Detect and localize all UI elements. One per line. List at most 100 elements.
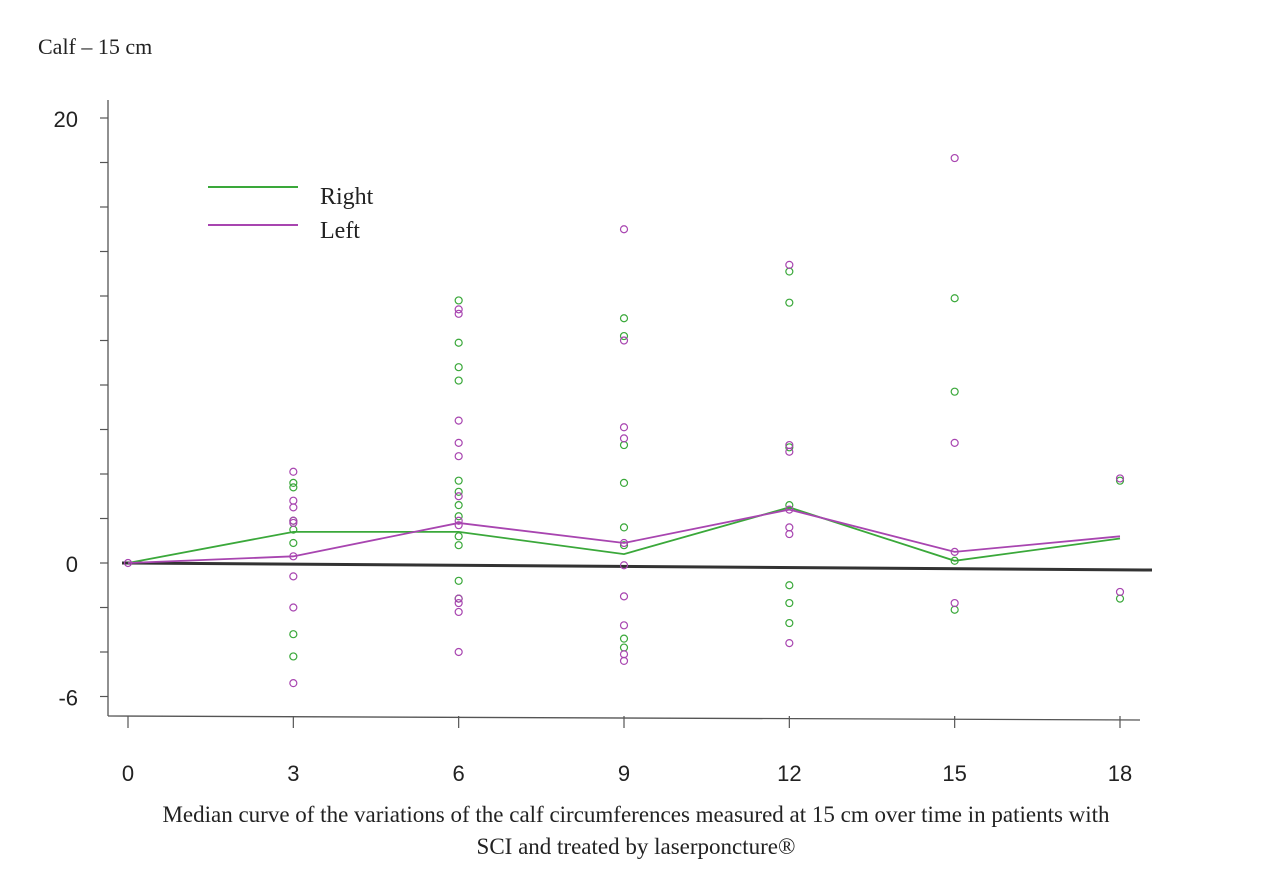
data-point-left [1115, 474, 1125, 483]
data-point-right [454, 476, 463, 485]
data-point-left [619, 561, 629, 570]
data-point-right [785, 267, 794, 276]
data-point-left [619, 434, 629, 443]
data-point-right [1115, 476, 1125, 485]
data-point-right [454, 487, 463, 496]
data-point-right [619, 634, 629, 643]
data-point-right [785, 581, 794, 590]
data-point-left [454, 598, 463, 608]
data-point-left [289, 467, 298, 476]
data-point-left [785, 447, 794, 456]
data-point-left [619, 656, 629, 666]
data-point-right [785, 298, 794, 307]
x-tick-label: 15 [942, 761, 966, 786]
data-point-left [289, 503, 298, 512]
x-tick-label: 12 [777, 761, 801, 786]
data-point-left [454, 438, 463, 447]
data-point-left [454, 416, 463, 425]
data-point-right [619, 643, 629, 652]
data-point-right [454, 363, 463, 372]
data-point-right [454, 576, 463, 585]
data-point-left [619, 592, 629, 601]
data-point-right [289, 483, 298, 492]
data-point-right [619, 314, 629, 323]
data-point-left [619, 650, 629, 659]
data-point-right [785, 598, 794, 608]
data-point-left [454, 516, 463, 525]
data-point-left [1115, 587, 1125, 597]
data-point-right [785, 443, 794, 452]
median-line-left [127, 508, 1121, 564]
data-point-left [454, 305, 463, 314]
data-point-left [950, 153, 959, 163]
data-point-left [950, 598, 959, 608]
data-point-left [619, 225, 629, 234]
data-point-left [454, 594, 463, 603]
data-point-left [619, 423, 629, 432]
data-point-right [1115, 594, 1125, 603]
y-tick-label: -6 [58, 686, 78, 711]
caption-line-1: Median curve of the variations of the ca… [162, 802, 1110, 827]
data-point-right [950, 605, 959, 614]
y-ticks: -6 0 20 [54, 107, 108, 711]
x-tick-label: 3 [287, 761, 299, 786]
data-point-right [454, 338, 463, 347]
zero-reference-line [121, 561, 1153, 572]
data-point-left [289, 679, 298, 688]
data-point-left [785, 638, 794, 648]
data-point-right [619, 440, 629, 450]
data-point-left [454, 647, 463, 657]
x-tick-label: 9 [618, 761, 630, 786]
data-point-left [289, 572, 298, 581]
data-point-right [950, 387, 959, 396]
data-point-left [289, 496, 298, 505]
data-point-left [785, 523, 794, 532]
data-point-right [454, 296, 463, 305]
legend: Right Left [208, 184, 374, 244]
x-tick-label: 18 [1108, 761, 1132, 786]
data-point-left [289, 603, 298, 612]
data-point-right [454, 512, 463, 521]
data-point-left [454, 452, 463, 461]
data-point-right [950, 294, 959, 303]
series-layer [123, 153, 1125, 688]
data-point-right [619, 331, 629, 341]
series-right [127, 267, 1125, 661]
series-left [123, 153, 1125, 688]
data-point-left [454, 521, 463, 530]
data-point-left [454, 492, 463, 501]
data-point-left [785, 529, 794, 539]
data-point-right [454, 541, 463, 550]
data-point-right [785, 501, 794, 510]
x-ticks: 0 3 6 9 12 15 18 [122, 716, 1132, 786]
data-point-right [454, 376, 463, 385]
x-tick-label: 0 [122, 761, 134, 786]
data-point-right [619, 523, 629, 532]
data-point-right [619, 541, 629, 550]
caption-line-2: SCI and treated by laserponcture® [477, 834, 796, 859]
data-point-left [454, 607, 463, 617]
median-line-right [127, 506, 1121, 564]
data-point-left [454, 309, 463, 318]
data-point-left [619, 621, 629, 630]
x-tick-label: 6 [453, 761, 465, 786]
data-point-right [289, 652, 298, 661]
data-point-left [289, 518, 298, 528]
data-point-left [289, 516, 298, 525]
data-point-right [619, 478, 629, 487]
data-point-right [785, 618, 794, 628]
axes [107, 100, 1141, 721]
data-point-right [289, 478, 298, 487]
data-point-right [454, 532, 463, 541]
data-point-right [289, 538, 298, 548]
data-point-left [785, 260, 794, 269]
data-point-left [619, 336, 629, 345]
legend-label-left: Left [320, 218, 360, 244]
chart-title: Calf – 15 cm [38, 34, 152, 59]
data-point-left [950, 438, 959, 447]
legend-label-right: Right [320, 184, 374, 210]
data-point-right [454, 501, 463, 510]
data-point-right [289, 630, 298, 639]
y-tick-label: 20 [54, 107, 78, 132]
